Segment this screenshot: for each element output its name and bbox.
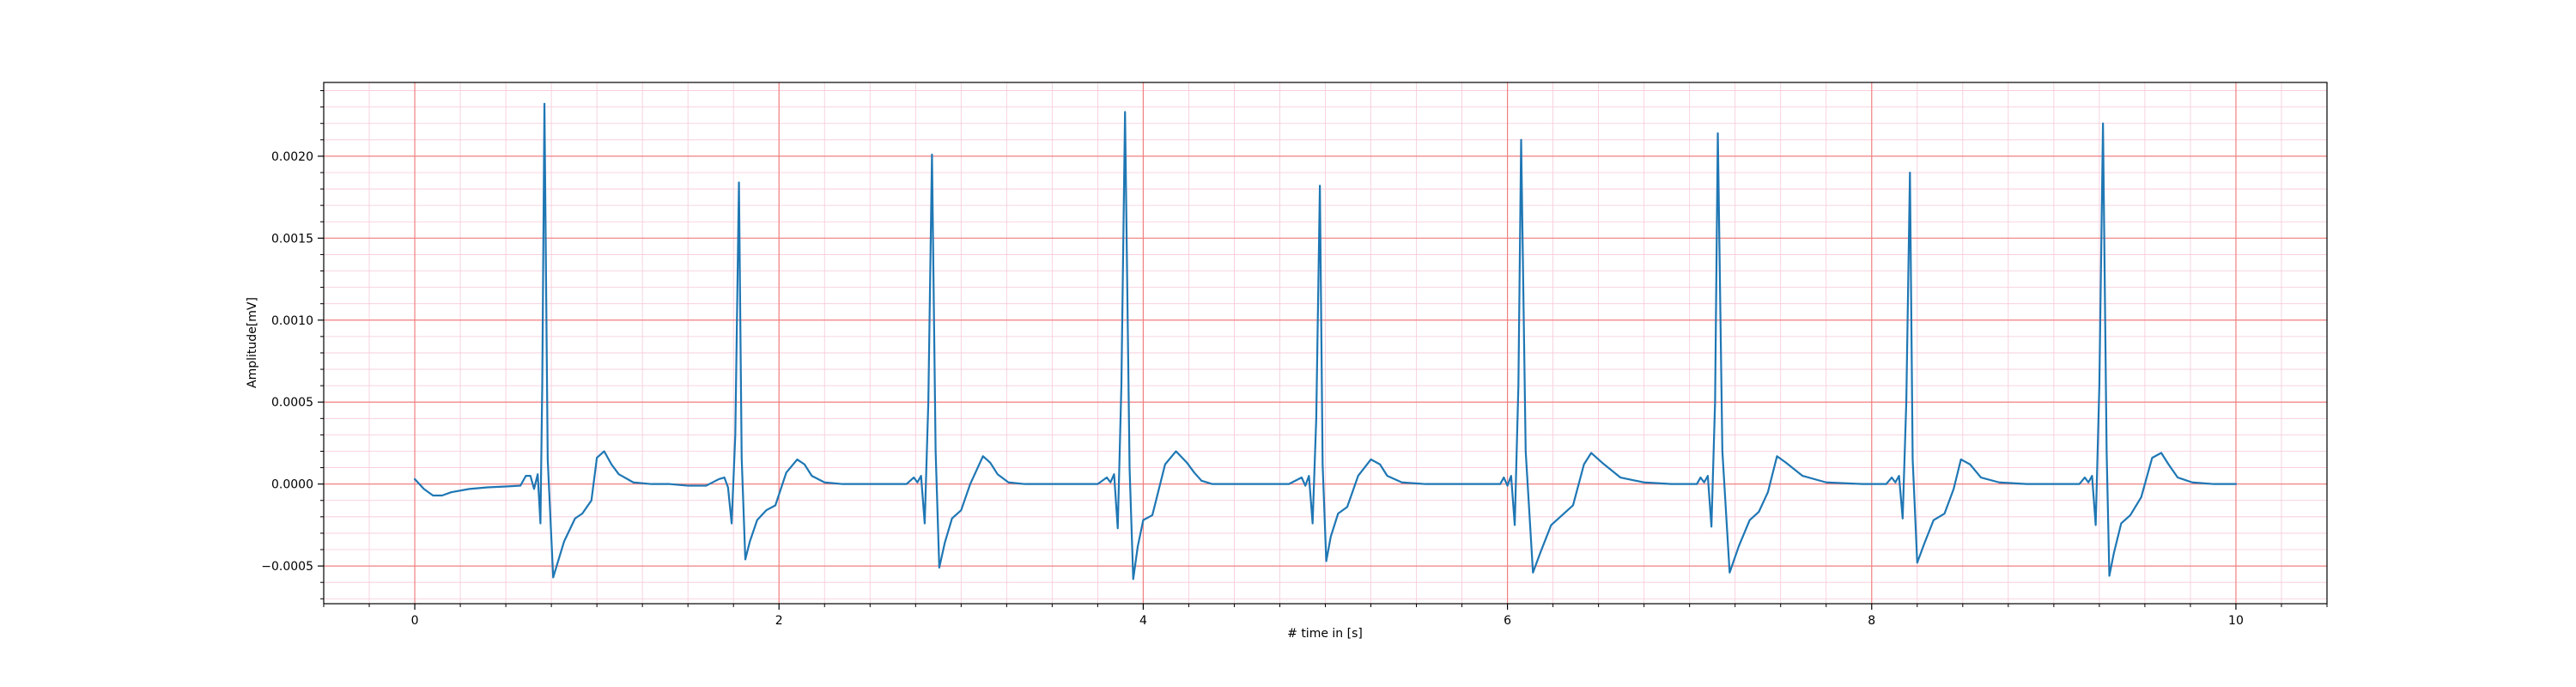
major-grid — [324, 82, 2327, 604]
y-tick-label: 0.0010 — [271, 314, 313, 328]
y-tick-label: 0.0020 — [271, 150, 313, 164]
y-axis: −0.0005 0.0000 0.0005 0.0010 0.0015 0.0020 — [261, 90, 324, 599]
x-tick-label: 0 — [411, 614, 419, 628]
x-tick-label: 8 — [1868, 614, 1875, 628]
x-tick-label: 6 — [1504, 614, 1511, 628]
y-tick-label: 0.0015 — [271, 232, 313, 246]
x-tick-label: 10 — [2228, 614, 2244, 628]
y-tick-label: −0.0005 — [261, 560, 313, 574]
y-tick-label: 0.0005 — [271, 396, 313, 410]
x-tick-label: 2 — [775, 614, 783, 628]
y-tick-label: 0.0000 — [271, 478, 313, 492]
x-axis: 0 2 4 6 8 10 — [323, 604, 2328, 628]
x-tick-label: 4 — [1139, 614, 1147, 628]
y-axis-label: Amplitude[mV] — [246, 297, 259, 388]
minor-grid — [323, 82, 2328, 604]
series-line-ecg — [413, 102, 2238, 581]
x-axis-label: # time in [s] — [1287, 627, 1363, 641]
